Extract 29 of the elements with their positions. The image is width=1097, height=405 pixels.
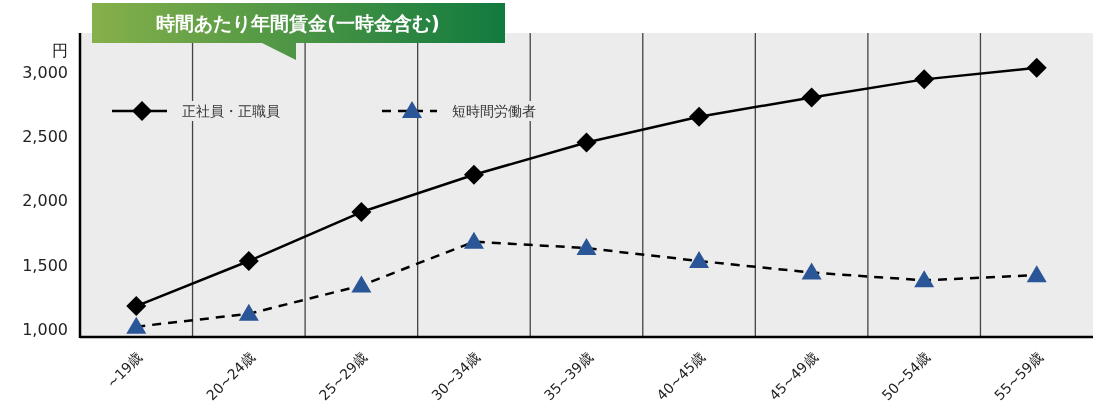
x-tick-label: ~19歳 — [103, 348, 146, 391]
chart-title: 時間あたり年間賃金(一時金含む) — [156, 12, 440, 34]
point — [576, 238, 597, 256]
point — [689, 106, 710, 127]
y-tick-label: 2,500 — [22, 127, 68, 147]
legend-label: 正社員・正職員 — [182, 103, 280, 119]
y-tick-label: 3,000 — [22, 62, 68, 82]
point — [914, 270, 935, 288]
point — [463, 231, 484, 249]
point — [1026, 265, 1047, 283]
y-tick-label: 1,000 — [22, 320, 68, 340]
point — [914, 69, 935, 90]
y-axis-title: 円 — [52, 41, 68, 60]
point — [351, 202, 372, 223]
title: 時間あたり年間賃金(一時金含む) — [92, 3, 505, 60]
point — [1026, 57, 1047, 78]
point — [126, 316, 147, 334]
y-tick-label: 2,000 — [22, 191, 68, 211]
point — [689, 251, 710, 268]
y-tick-label: 1,500 — [22, 255, 68, 275]
point — [126, 296, 147, 317]
point — [801, 87, 822, 108]
point — [463, 164, 484, 185]
point — [576, 132, 597, 153]
point — [351, 275, 372, 293]
legend-label: 短時間労働者 — [452, 103, 536, 119]
point — [238, 303, 259, 321]
point — [238, 251, 259, 271]
point — [801, 262, 822, 280]
